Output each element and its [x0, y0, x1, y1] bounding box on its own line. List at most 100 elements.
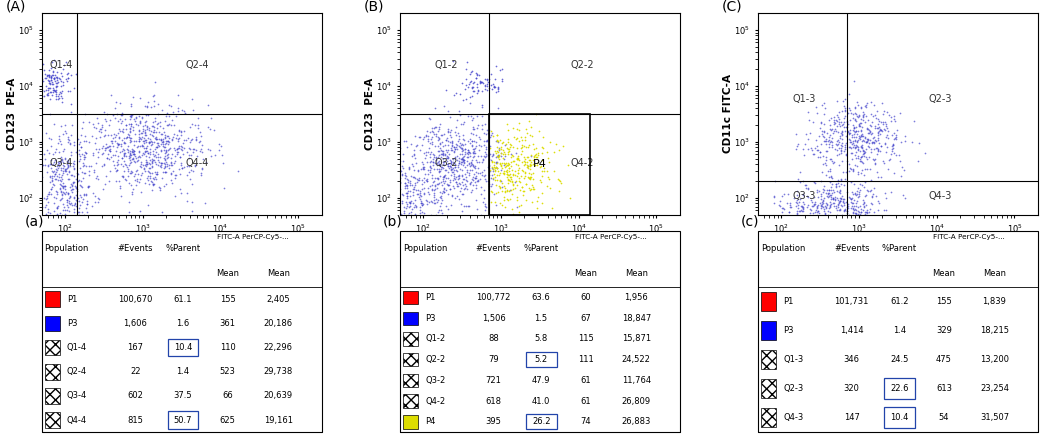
Point [173, 129, 190, 136]
Point [821, 189, 838, 196]
Point [399, 230, 416, 237]
Point [853, 209, 870, 216]
Point [129, 122, 146, 129]
Point [46, 168, 63, 175]
Point [49, 203, 66, 210]
Point [164, 135, 180, 142]
Point [58, 58, 75, 65]
Point [822, 192, 839, 199]
Point [148, 176, 165, 183]
Point [144, 156, 161, 163]
Point [459, 203, 476, 210]
Point [415, 219, 432, 226]
Point [863, 149, 879, 156]
Point [499, 171, 515, 178]
Point [120, 180, 137, 187]
Point [854, 136, 871, 143]
Point [380, 180, 396, 187]
Point [64, 189, 80, 196]
Point [842, 138, 858, 146]
Point [148, 144, 165, 151]
Point [435, 159, 452, 166]
Point [877, 133, 894, 140]
Point [395, 164, 412, 172]
Point [121, 198, 138, 206]
Point [35, 92, 52, 99]
Point [858, 208, 875, 215]
Point [156, 140, 173, 147]
Point [482, 133, 499, 140]
Point [396, 220, 413, 228]
Point [354, 178, 370, 185]
Point [835, 118, 852, 125]
Point [51, 149, 68, 156]
Text: 24,522: 24,522 [622, 355, 651, 364]
Point [876, 207, 893, 214]
Point [180, 154, 197, 161]
Point [868, 138, 884, 145]
Point [886, 113, 902, 120]
Point [438, 137, 455, 144]
Point [516, 169, 533, 176]
Point [477, 75, 493, 82]
Point [49, 203, 66, 210]
Point [484, 129, 501, 136]
Point [139, 125, 155, 132]
Point [402, 222, 418, 229]
Point [464, 138, 481, 145]
Point [368, 100, 385, 107]
Point [69, 223, 86, 230]
Point [43, 190, 59, 197]
Point [511, 187, 528, 194]
Point [816, 138, 832, 145]
Point [49, 188, 66, 195]
Point [550, 176, 566, 183]
Point [52, 182, 69, 189]
Point [845, 78, 862, 85]
Point [482, 145, 499, 152]
Point [841, 194, 857, 201]
Point [454, 166, 470, 173]
Point [432, 153, 448, 160]
Point [838, 176, 854, 183]
Point [154, 159, 171, 166]
Point [847, 111, 864, 118]
Point [522, 187, 538, 194]
Bar [403, 291, 418, 304]
Point [831, 195, 848, 202]
Point [387, 233, 404, 240]
Point [818, 172, 834, 179]
Text: Q4-3: Q4-3 [783, 413, 803, 422]
Point [188, 136, 204, 143]
Point [189, 152, 205, 159]
Point [464, 138, 481, 145]
Point [486, 161, 503, 168]
Text: 602: 602 [127, 392, 143, 400]
Point [824, 135, 841, 142]
Point [454, 147, 470, 154]
Point [842, 143, 858, 150]
Point [841, 168, 857, 175]
Point [823, 194, 840, 201]
Point [164, 117, 180, 124]
Point [445, 166, 462, 173]
Point [835, 195, 852, 202]
Point [456, 159, 472, 166]
Point [864, 130, 880, 137]
Point [541, 138, 558, 146]
Point [818, 190, 834, 197]
Point [74, 169, 91, 176]
Point [113, 193, 129, 200]
Point [812, 118, 829, 125]
Point [183, 175, 199, 182]
Text: Population: Population [403, 244, 447, 253]
Point [374, 199, 391, 206]
Point [138, 152, 154, 159]
Point [62, 200, 78, 207]
Point [469, 71, 486, 78]
Point [136, 144, 152, 151]
Point [60, 137, 77, 144]
Point [439, 127, 456, 135]
Point [489, 131, 506, 138]
Point [66, 205, 82, 212]
